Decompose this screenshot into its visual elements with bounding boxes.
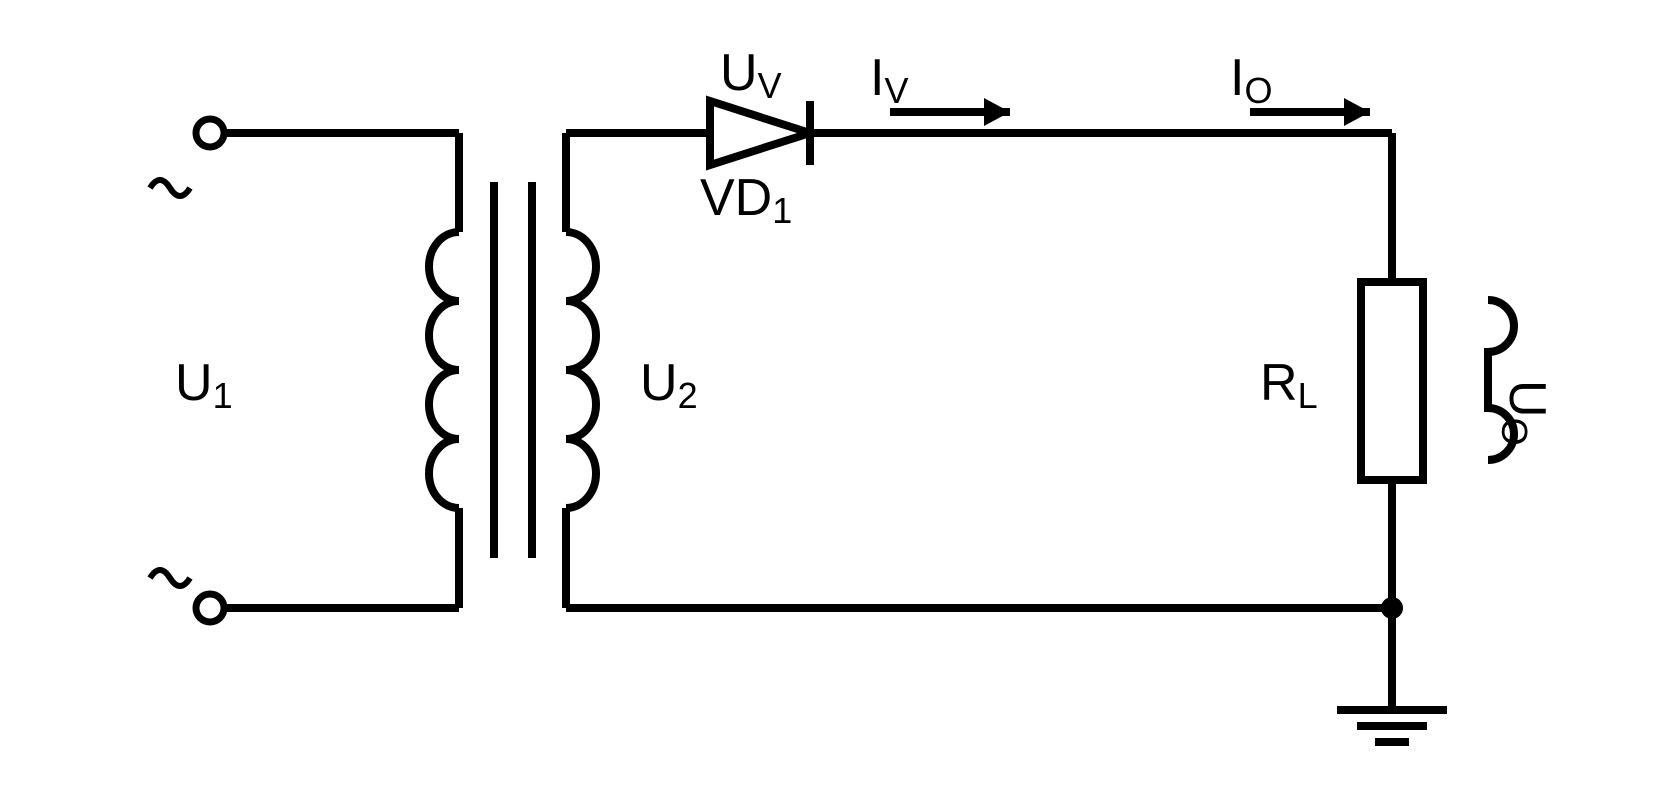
load-resistor — [1361, 282, 1423, 480]
diode-triangle — [710, 101, 810, 165]
secondary-coil — [566, 232, 596, 508]
uv-label: UV — [720, 44, 782, 106]
svg-text:UO: UO — [1494, 380, 1556, 446]
uo-label: UO — [1494, 380, 1556, 446]
svg-text:U2: U2 — [640, 354, 698, 416]
svg-text:RL: RL — [1260, 354, 1318, 416]
svg-text:IV: IV — [870, 49, 908, 111]
iv-arrow-head — [984, 98, 1010, 126]
input-terminal — [196, 594, 224, 622]
vd1-label: VD1 — [700, 169, 792, 231]
svg-text:IO: IO — [1230, 49, 1272, 111]
iv-label: IV — [870, 49, 908, 111]
io-label: IO — [1230, 49, 1272, 111]
svg-text:UV: UV — [720, 44, 782, 106]
ac-symbol — [150, 180, 190, 196]
svg-text:VD1: VD1 — [700, 169, 792, 231]
primary-coil — [429, 232, 459, 508]
rl-label: RL — [1260, 354, 1318, 416]
input-terminal — [196, 119, 224, 147]
svg-text:U1: U1 — [175, 354, 233, 416]
rectifier-circuit-diagram: U1 U2 UV IV VD1 IO RL UO — [0, 0, 1678, 796]
u1-label: U1 — [175, 354, 233, 416]
io-arrow-head — [1344, 98, 1370, 126]
ac-symbol — [150, 570, 190, 586]
u2-label: U2 — [640, 354, 698, 416]
